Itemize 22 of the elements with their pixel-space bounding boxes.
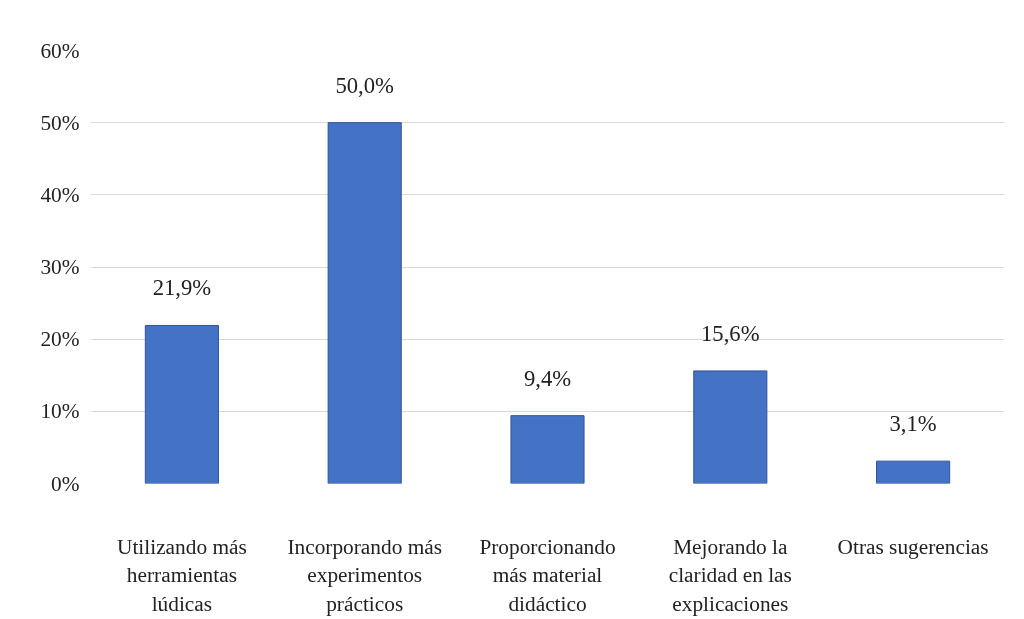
x-tick-label: Mejorando la claridad en las explicaciones bbox=[668, 534, 792, 617]
y-tick-label: 10% bbox=[40, 399, 80, 424]
data-label: 3,1% bbox=[889, 411, 937, 437]
data-label: 21,9% bbox=[152, 275, 212, 301]
y-tick-label: 30% bbox=[40, 255, 80, 279]
data-label: 50,0% bbox=[335, 72, 395, 98]
y-tick-label: 50% bbox=[40, 110, 80, 135]
bar bbox=[327, 122, 402, 484]
x-tick-label: Incorporando más experimentos prácticos bbox=[287, 534, 442, 617]
y-tick-label: 20% bbox=[40, 327, 80, 352]
y-tick-label: 40% bbox=[40, 182, 80, 207]
bar bbox=[144, 324, 219, 484]
bar bbox=[693, 370, 768, 484]
x-tick-label: Otras sugerencias bbox=[837, 534, 989, 559]
y-tick-label: 60% bbox=[40, 38, 80, 63]
data-label: 9,4% bbox=[523, 365, 572, 391]
bar bbox=[510, 415, 585, 484]
x-tick-label: Utilizando más herramientas lúdicas bbox=[117, 534, 247, 617]
data-label: 15,6% bbox=[701, 320, 760, 346]
bar bbox=[876, 460, 951, 484]
y-tick-label: 0% bbox=[51, 471, 80, 496]
x-tick-label: Proporcionando más material didáctico bbox=[479, 534, 616, 617]
